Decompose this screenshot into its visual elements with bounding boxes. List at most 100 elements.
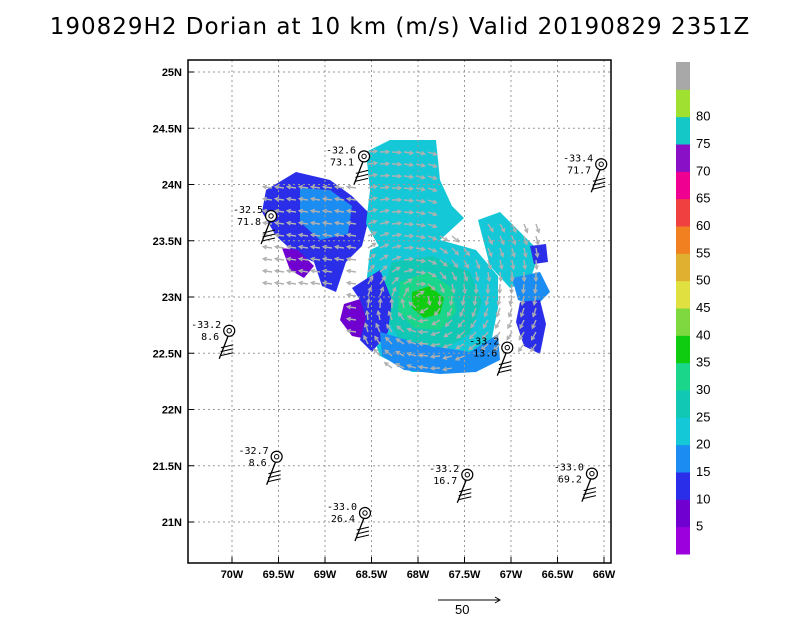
colorbar-label: 25 [696,409,710,424]
wind-arrow-head [395,350,401,356]
colorbar-swatch [676,335,690,364]
station-barb-feather [262,233,276,238]
wind-arrow-head [409,209,415,215]
wind-arrow [298,185,309,189]
wind-arrow [427,223,437,228]
wind-arrow-head [454,237,460,243]
wind-arrow-head [409,221,415,227]
wind-arrow-head [371,253,377,259]
wind-arrow [310,281,321,285]
wind-arrow [391,277,399,285]
colorbar-swatch [676,198,690,227]
wind-arrow-head [530,347,535,353]
wind-arrow-head [442,261,448,267]
station-barb-feather [458,496,472,501]
wind-arrow-head [273,268,280,274]
wind-arrow-head [429,354,435,359]
wind-arrow-head [273,280,280,286]
wind-arrow [274,185,285,189]
wind-arrow [403,211,414,214]
wind-arrow [427,163,437,168]
wind-arrow-head [459,312,464,318]
wind-arrow [403,268,413,273]
wind-arrow-head [273,196,280,202]
y-tick-label: 24.5N [153,123,182,135]
colorbar-label: 20 [696,437,710,452]
wind-arrow-head [285,184,292,190]
wind-arrow-head [397,311,403,317]
wind-arrow [367,185,377,189]
wind-arrow [286,209,297,213]
field-west-core [300,188,352,240]
wind-arrow [346,329,357,333]
wind-arrow [286,257,297,261]
wind-arrow [403,151,414,154]
wind-arrow [384,362,393,369]
wind-arrow [391,222,402,225]
wind-arrow [367,264,375,273]
wind-arrow-head [372,172,379,178]
wind-arrow [520,307,525,317]
wind-arrow [262,197,273,201]
wind-arrow-head [400,297,406,304]
wind-arrow-head [442,343,448,349]
wind-arrow [473,295,477,305]
wind-arrow-head [432,223,438,229]
wind-arrow [322,197,333,201]
axis-ticks: 70W 69.5W 69W 68.5W 68W 67.5W 67W 66.5W 66W 21N 21… [153,67,616,581]
wind-arrow-head [345,196,352,202]
wind-arrow-head [333,244,340,250]
wind-arrow [346,317,357,321]
colorbar-swatch [676,362,690,391]
colorbar-swatch [676,280,690,309]
wind-arrow [377,311,381,321]
wind-arrow-head [372,184,379,190]
wind-arrow-head [421,281,427,287]
colorbar-swatch [676,444,690,473]
station-barb-feather [220,344,234,349]
wind-arrow-head [532,300,538,307]
wind-arrow-head [285,244,292,250]
wind-arrow [274,245,285,249]
wind-arrow [415,175,425,179]
wind-arrow-head [467,345,473,351]
wind-arrow [499,259,503,269]
wind-arrow-head [432,199,438,205]
wind-arrow-head [530,335,536,341]
station-barb-feather [267,474,281,479]
wind-arrow-head [431,272,437,278]
wind-arrow-head [417,364,424,370]
wind-arrow-head [462,289,468,295]
colorbar-label: 35 [696,355,710,370]
wind-arrow [451,247,459,255]
wind-arrow [427,175,437,180]
wind-arrow-head [364,309,370,316]
wind-arrow [391,151,402,154]
wind-arrow-head [429,342,436,348]
station-wind: 8.6 [249,458,267,469]
colorbar-label: 5 [696,519,703,534]
colorbar-swatch [676,308,690,336]
x-tick-label: 70W [221,569,244,581]
wind-arrow-head [442,355,448,360]
wind-arrow [274,209,285,213]
wind-arrow-head [273,208,280,214]
chart-title: 190829H2 Dorian at 10 km (m/s) Valid 201… [49,14,751,40]
wind-arrow [322,221,333,225]
wind-arrow [367,275,374,285]
wind-arrow-head [408,301,414,307]
wind-arrow-head [448,300,454,307]
station-dot [464,472,470,478]
wind-arrow-head [345,184,352,190]
station-temperature: -33.2 [191,320,221,331]
wind-arrow-head [432,163,438,169]
wind-arrow-head [345,280,352,286]
colorbar-label: 10 [696,491,710,506]
station-ring [595,158,608,171]
wind-arrow [262,221,273,225]
wind-arrow-head [488,239,494,245]
wind-arrow-head [333,184,340,190]
wind-arrow-head [420,198,427,204]
wind-arrow [443,331,453,338]
wind-arrow-head [273,232,280,238]
